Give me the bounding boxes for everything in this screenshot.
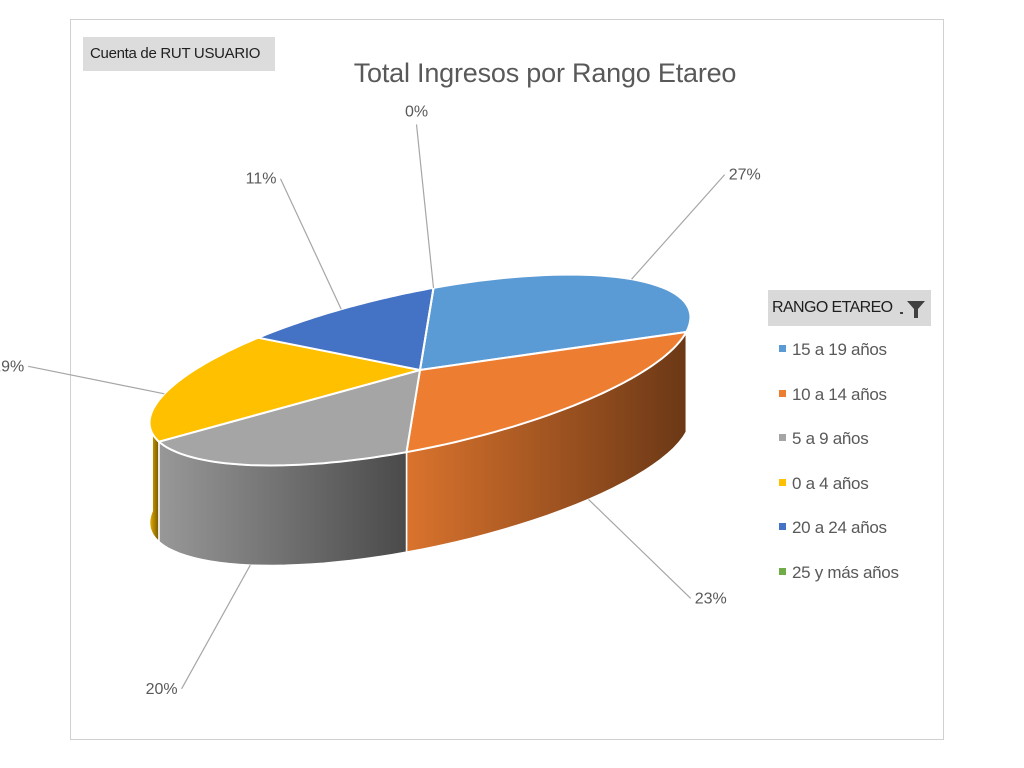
legend-item: 5 a 9 años <box>779 428 869 450</box>
legend-item: 20 a 24 años <box>779 517 887 539</box>
legend-swatch <box>779 478 786 486</box>
data-label: 27% <box>729 167 761 184</box>
legend-label: 10 a 14 años <box>792 384 887 404</box>
legend-field-button[interactable]: RANGO ETAREO <box>768 290 931 326</box>
legend-swatch <box>779 434 786 442</box>
legend-item: 25 y más años <box>779 562 899 584</box>
pie-slice <box>419 287 435 371</box>
data-label: 20% <box>146 681 178 698</box>
legend-swatch <box>779 389 786 397</box>
data-label: 19% <box>0 358 24 375</box>
legend-item: 15 a 19 años <box>779 339 887 361</box>
data-label: 0% <box>405 103 428 120</box>
legend-label: 0 a 4 años <box>792 473 869 493</box>
value-field-button[interactable]: Cuenta de RUT USUARIO <box>83 37 275 71</box>
legend-swatch <box>779 523 786 531</box>
legend-label: 5 a 9 años <box>792 429 869 448</box>
chart-title: Total Ingresos por Rango Etareo <box>353 58 737 88</box>
legend-swatch <box>779 345 786 353</box>
legend-item: 0 a 4 años <box>779 473 869 495</box>
legend-title: RANGO ETAREO <box>772 299 893 316</box>
leader-line <box>181 564 251 690</box>
legend-item: 10 a 14 años <box>779 384 887 406</box>
legend-label: 20 a 24 años <box>792 518 887 537</box>
leader-line <box>415 124 435 288</box>
leader-line <box>279 178 342 310</box>
data-label: 11% <box>246 171 277 188</box>
data-label: 23% <box>695 590 727 607</box>
legend-label: 25 y más años <box>792 562 899 582</box>
pie-slice <box>156 368 422 467</box>
leader-line <box>28 365 165 395</box>
legend-label: 15 a 19 años <box>792 340 887 359</box>
leader-line <box>631 174 726 280</box>
pie-slice <box>405 330 689 454</box>
filter-icon[interactable] <box>898 298 928 320</box>
leader-line <box>588 498 692 599</box>
legend-swatch <box>779 567 786 575</box>
